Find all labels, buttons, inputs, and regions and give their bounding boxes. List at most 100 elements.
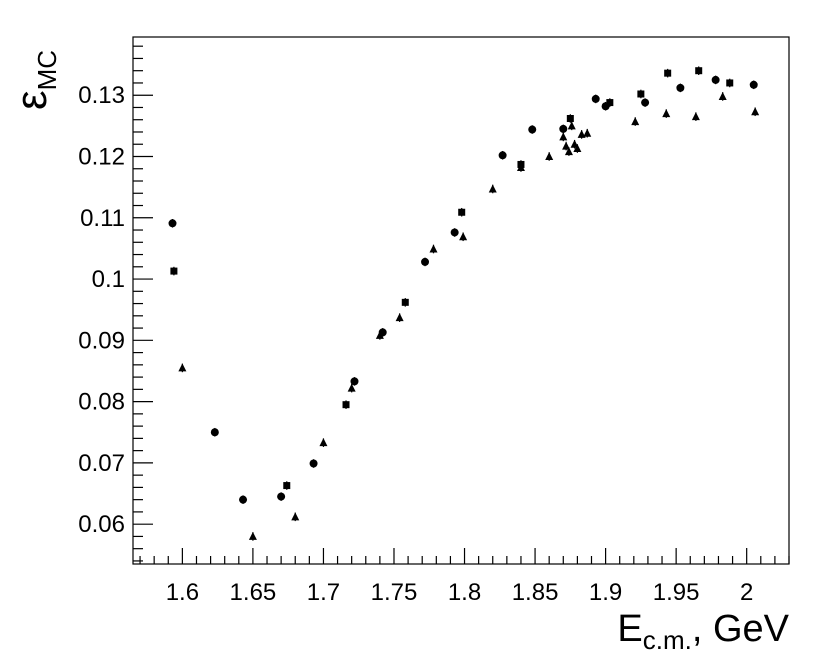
triangle-marker [564,147,573,156]
circle-data-point [277,492,286,501]
triangle-data-point [567,121,576,131]
y-axis-title-sub: MC [32,50,62,90]
circle-data-point [559,124,568,134]
triangle-marker [577,129,586,138]
square-data-point [695,66,703,75]
circle-marker [239,495,248,504]
circle-data-point [749,80,758,90]
square-data-point [606,98,614,107]
square-data-point [637,89,645,99]
circle-data-point [711,75,720,85]
triangle-data-point [718,91,727,101]
x-tick-label: 1.95 [653,579,700,606]
triangle-data-point [516,163,525,172]
x-tick-label: 1.75 [371,579,418,606]
triangle-marker [718,91,727,100]
square-data-point [342,400,350,409]
square-marker [606,99,614,107]
x-axis-title-main: E [617,608,642,650]
square-data-point [170,266,178,276]
triangle-data-point [291,512,300,522]
circle-marker [749,80,758,89]
circle-marker [641,98,650,107]
circle-marker [591,94,600,103]
square-marker [566,115,574,123]
triangle-marker [545,151,554,160]
triangle-marker [319,438,328,447]
square-marker [726,79,734,87]
triangle-marker [583,128,592,137]
x-tick-label: 1.65 [230,579,277,606]
y-tick-label: 0.12 [78,143,125,170]
triangle-data-point [459,232,468,242]
triangle-data-point [429,244,438,254]
square-marker [401,298,409,306]
triangle-marker [248,531,257,540]
square-marker [170,267,178,275]
y-tick-label: 0.13 [78,82,125,109]
circle-marker [277,492,286,501]
triangle-data-point [631,117,640,126]
x-axis-tick-labels: 1.6 1.65 1.7 1.75 1.8 1.85 1.9 1.95 2 [166,579,754,606]
triangle-data-point [691,112,700,121]
triangle-data-point [375,330,384,340]
circle-data-point [641,98,650,107]
triangle-data-point [662,109,671,118]
triangle-marker [567,121,576,130]
triangle-marker [562,141,571,150]
triangle-data-point [583,128,592,138]
triangle-data-point [559,132,568,142]
circle-marker [350,377,359,386]
circle-marker [676,83,685,92]
circle-marker [168,219,177,228]
triangle-data-point [751,107,760,117]
circle-data-point [450,228,459,237]
y-tick-label: 0.07 [78,450,125,477]
triangle-data-point [488,184,497,194]
y-axis-ticks [133,45,153,562]
triangle-data-point [562,141,571,151]
triangle-data-point [564,147,573,156]
square-marker [458,208,466,216]
triangle-marker [559,132,568,141]
triangle-marker [395,313,404,322]
y-tick-label: 0.08 [78,389,125,416]
y-tick-label: 0.11 [80,205,125,232]
triangle-marker [429,244,438,253]
circle-data-point [591,94,600,104]
triangle-data-point [545,151,554,161]
x-axis-ticks [139,548,790,564]
x-axis-title-sub: c.m. [643,625,692,655]
triangle-marker [751,107,760,116]
x-tick-label: 1.8 [448,579,481,606]
triangle-marker [178,363,187,372]
square-marker [637,90,645,98]
triangle-data-point [319,438,328,447]
square-marker [695,67,703,75]
triangle-data-point [178,363,187,373]
square-marker [283,482,291,490]
triangle-data-point [248,531,257,541]
y-axis-tick-labels: 0.06 0.07 0.08 0.09 0.1 0.11 0.12 0.13 [78,82,125,538]
circle-data-point [421,257,430,267]
circle-data-point [239,495,248,504]
x-axis-title: Ec.m., GeV [617,608,789,655]
square-data-point [283,481,291,490]
x-tick-label: 2 [740,579,753,606]
circle-data-point [210,427,219,437]
circle-marker [498,151,507,160]
circle-marker [309,459,318,468]
circle-marker [210,428,219,437]
square-data-point [726,78,734,88]
square-data-point [458,207,466,217]
triangle-marker [347,383,356,392]
data-points [168,66,760,541]
y-tick-label: 0.1 [92,266,125,293]
circle-marker [528,125,537,134]
circle-data-point [528,125,537,134]
triangle-data-point [577,129,586,139]
triangle-data-point [573,144,582,153]
x-tick-label: 1.6 [166,579,199,606]
plot-frame [132,36,790,565]
